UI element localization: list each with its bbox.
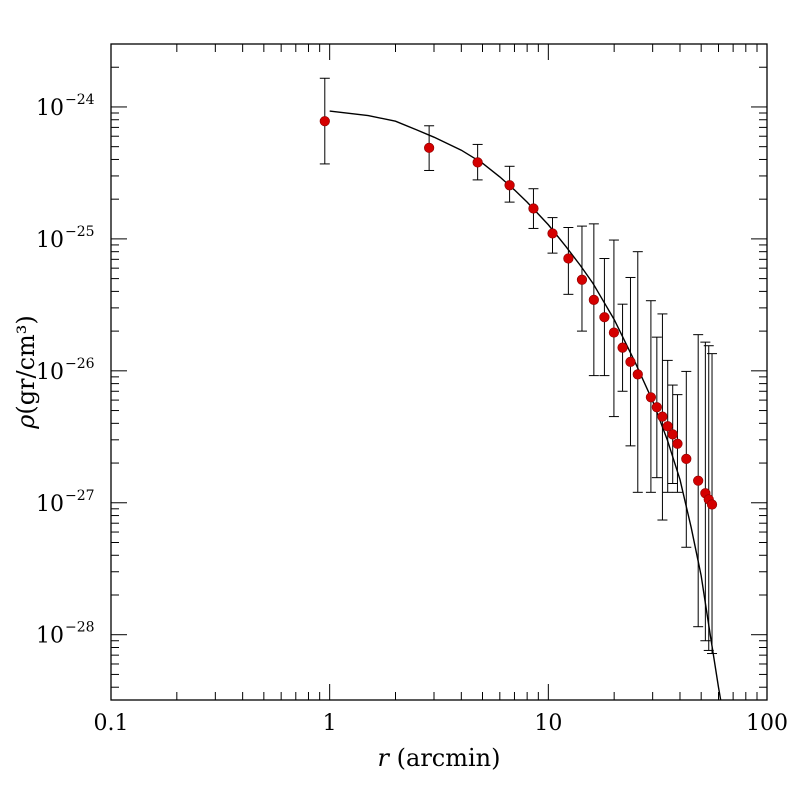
data-point	[632, 369, 643, 380]
data-point	[528, 203, 539, 214]
x-tick-label: 1	[323, 711, 337, 736]
y-axis-label-unit: (gr/cm³)	[12, 315, 40, 414]
y-tick-base: 10	[36, 228, 64, 253]
data-point	[706, 499, 718, 510]
data-point	[645, 392, 657, 403]
y-tick-exponent: −26	[65, 356, 95, 372]
data-point	[617, 342, 628, 353]
data-point	[319, 116, 330, 127]
data-point	[504, 180, 515, 191]
y-tick-exponent: −28	[65, 620, 95, 636]
plot-frame	[110, 43, 768, 701]
y-axis-label: ρ(gr/cm³)	[12, 315, 40, 430]
data-point	[424, 142, 435, 153]
data-point	[672, 438, 683, 449]
data-point	[588, 294, 599, 305]
y-tick-exponent: −24	[65, 92, 95, 108]
y-tick-label: 10−28	[36, 620, 95, 649]
x-tick-labels: 0.1 1 10 100	[94, 711, 789, 736]
x-tick-label: 10	[534, 711, 562, 736]
data-point	[667, 429, 678, 440]
model-curve-layer	[329, 110, 722, 700]
x-tick-label: 100	[746, 711, 788, 736]
y-axis-label-var: ρ	[12, 415, 40, 430]
data-point	[472, 157, 483, 168]
major-ticks	[110, 44, 768, 700]
data-point	[662, 421, 673, 432]
data-point	[681, 453, 692, 465]
data-point	[657, 411, 668, 422]
x-axis-label-unit: (arcmin)	[397, 744, 501, 772]
y-tick-base: 10	[36, 624, 64, 649]
data-point	[651, 402, 662, 413]
y-tick-base: 10	[36, 360, 64, 385]
x-axis-label-var: r	[378, 744, 391, 772]
y-tick-label: 10−24	[36, 92, 95, 121]
data-point	[625, 356, 636, 367]
x-axis-label: r (arcmin)	[378, 744, 501, 772]
y-tick-base: 10	[36, 96, 64, 121]
y-tick-exponent: −25	[65, 224, 95, 240]
y-tick-label: 10−26	[36, 356, 95, 385]
y-tick-label: 10−27	[36, 488, 95, 517]
x-tick-label: 0.1	[94, 711, 129, 736]
data-point	[563, 253, 574, 264]
data-point-layer	[319, 116, 718, 510]
minor-ticks	[111, 43, 767, 700]
y-tick-label: 10−25	[36, 224, 95, 253]
data-point	[576, 274, 588, 285]
data-point	[599, 312, 610, 323]
data-point	[547, 228, 558, 239]
y-tick-base: 10	[36, 492, 64, 517]
errorbar-layer	[319, 77, 718, 655]
model-curve	[329, 110, 722, 700]
y-tick-exponent: −27	[65, 488, 95, 504]
data-point	[693, 475, 704, 486]
data-point	[608, 327, 620, 338]
